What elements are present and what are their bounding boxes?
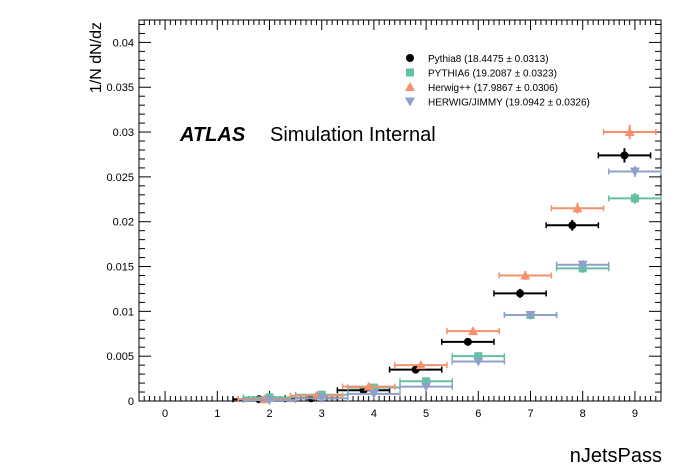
data-point bbox=[520, 270, 531, 280]
data-point bbox=[516, 289, 525, 298]
y-tick-label: 0 bbox=[128, 396, 134, 408]
legend-entry: Pythia8 (18.4475 ± 0.0313) bbox=[406, 54, 549, 65]
data-point bbox=[525, 310, 536, 320]
legend-marker bbox=[405, 82, 415, 91]
legend-label: Herwig++ (17.9867 ± 0.0306) bbox=[428, 83, 558, 94]
legend-marker bbox=[405, 97, 415, 107]
data-point bbox=[468, 326, 479, 336]
y-tick-label: 0.01 bbox=[113, 306, 134, 318]
x-tick-label: 0 bbox=[162, 408, 168, 420]
data-point bbox=[474, 352, 483, 361]
y-axis-label: 1/N dN/dz bbox=[88, 22, 105, 93]
x-tick-label: 4 bbox=[371, 408, 377, 420]
data-point bbox=[473, 357, 484, 367]
data-point bbox=[363, 381, 374, 391]
data-point bbox=[577, 260, 588, 270]
data-point bbox=[316, 394, 327, 404]
x-tick-label: 6 bbox=[475, 408, 481, 420]
y-tick-label: 0.02 bbox=[113, 217, 134, 229]
legend-entry: Herwig++ (17.9867 ± 0.0306) bbox=[405, 82, 558, 94]
legend-entry: HERWIG/JIMMY (19.0942 ± 0.0326) bbox=[405, 97, 590, 109]
x-tick-label: 9 bbox=[632, 408, 638, 420]
data-point bbox=[620, 151, 629, 160]
legend-entry: PYTHIA6 (19.2087 ± 0.0323) bbox=[406, 68, 557, 80]
data-point bbox=[415, 360, 426, 370]
data-point bbox=[630, 194, 639, 203]
series-3 bbox=[242, 166, 662, 406]
data-point bbox=[422, 377, 431, 386]
y-tick-label: 0.005 bbox=[106, 351, 134, 363]
x-tick-label: 1 bbox=[214, 408, 220, 420]
y-tick-label: 0.03 bbox=[113, 127, 134, 139]
y-tick-label: 0.015 bbox=[106, 262, 134, 274]
plot-frame bbox=[138, 19, 662, 402]
y-tick-label: 0.025 bbox=[106, 172, 134, 184]
y-tick-label: 0.035 bbox=[106, 82, 134, 94]
data-point bbox=[421, 382, 432, 392]
data-point bbox=[264, 396, 275, 406]
x-tick-label: 3 bbox=[319, 408, 325, 420]
legend-label: Pythia8 (18.4475 ± 0.0313) bbox=[428, 54, 549, 65]
series-2 bbox=[237, 124, 657, 404]
legend-label: HERWIG/JIMMY (19.0942 ± 0.0326) bbox=[428, 98, 590, 109]
x-axis-label: nJetsPass bbox=[570, 445, 662, 467]
atlas-sublabel: Simulation Internal bbox=[270, 124, 436, 146]
legend-marker bbox=[406, 68, 414, 77]
x-tick-label: 8 bbox=[580, 408, 586, 420]
data-point bbox=[368, 389, 379, 399]
data-point bbox=[463, 337, 472, 346]
x-tick-label: 2 bbox=[266, 408, 272, 420]
atlas-label: ATLAS bbox=[179, 124, 246, 146]
legend-marker bbox=[406, 54, 414, 62]
x-tick-label: 7 bbox=[527, 408, 533, 420]
data-point bbox=[572, 203, 583, 213]
data-point bbox=[624, 127, 635, 137]
data-point bbox=[568, 221, 577, 230]
legend-label: PYTHIA6 (19.2087 ± 0.0323) bbox=[428, 69, 557, 80]
data-point bbox=[629, 167, 640, 177]
x-tick-label: 5 bbox=[423, 408, 429, 420]
y-tick-label: 0.04 bbox=[113, 37, 134, 49]
